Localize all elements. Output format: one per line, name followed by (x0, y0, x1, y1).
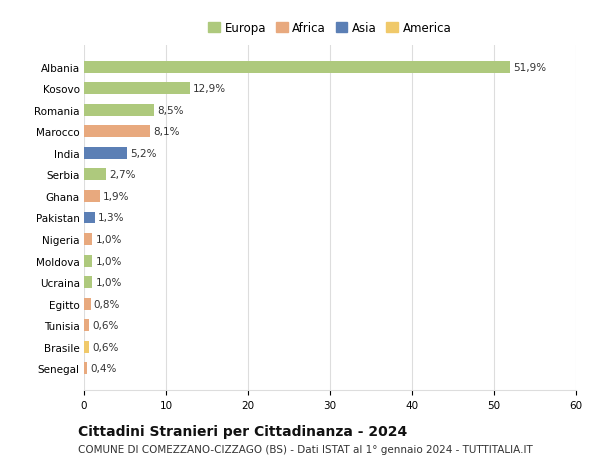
Text: 0,6%: 0,6% (92, 320, 119, 330)
Text: 12,9%: 12,9% (193, 84, 226, 94)
Text: 1,0%: 1,0% (95, 256, 122, 266)
Text: COMUNE DI COMEZZANO-CIZZAGO (BS) - Dati ISTAT al 1° gennaio 2024 - TUTTITALIA.IT: COMUNE DI COMEZZANO-CIZZAGO (BS) - Dati … (78, 444, 533, 454)
Text: 8,1%: 8,1% (154, 127, 180, 137)
Bar (84, 62, 509, 73)
Text: 2,7%: 2,7% (109, 170, 136, 180)
Text: 0,4%: 0,4% (91, 364, 117, 374)
Bar (84, 83, 190, 95)
Text: 1,0%: 1,0% (95, 235, 122, 245)
Text: 5,2%: 5,2% (130, 149, 157, 158)
Bar (84, 319, 89, 331)
Text: Cittadini Stranieri per Cittadinanza - 2024: Cittadini Stranieri per Cittadinanza - 2… (78, 425, 407, 438)
Bar (84, 298, 91, 310)
Text: 0,6%: 0,6% (92, 342, 119, 352)
Text: 51,9%: 51,9% (513, 62, 546, 73)
Text: 1,9%: 1,9% (103, 191, 130, 202)
Bar (84, 212, 95, 224)
Bar (84, 277, 92, 288)
Text: 0,8%: 0,8% (94, 299, 120, 309)
Bar (84, 126, 151, 138)
Bar (84, 341, 89, 353)
Bar (84, 255, 92, 267)
Bar (84, 234, 92, 246)
Text: 1,0%: 1,0% (95, 278, 122, 287)
Bar (84, 169, 106, 181)
Bar (84, 105, 154, 117)
Text: 1,3%: 1,3% (98, 213, 124, 223)
Bar (84, 148, 127, 159)
Legend: Europa, Africa, Asia, America: Europa, Africa, Asia, America (203, 17, 457, 40)
Bar (84, 190, 100, 202)
Text: 8,5%: 8,5% (157, 106, 184, 116)
Bar (84, 363, 87, 375)
